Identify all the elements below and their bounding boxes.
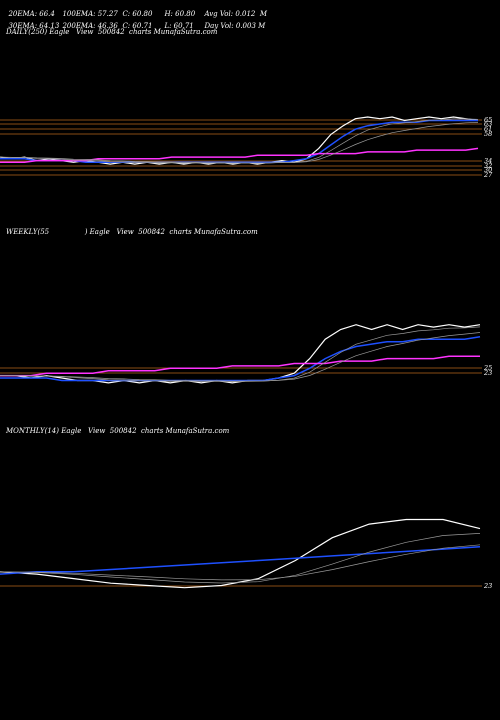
daily-level-label: 61 (484, 125, 492, 133)
header-close-2: C: 60.71 (122, 22, 153, 30)
header-200ema: 200EMA: 46.36 (62, 22, 118, 30)
weekly-level-label: 25 (483, 364, 492, 372)
header-20ema: 20EMA: 66.4 (8, 10, 55, 18)
daily-level-label: 34 (484, 157, 492, 165)
weekly-panel-title: WEEKLY(55 ) Eagle View 500842 charts Mun… (6, 228, 258, 236)
header-30ema: 30EMA: 64.13 (8, 22, 60, 30)
monthly-ema-line-1 (0, 533, 481, 584)
weekly-series-line-1 (0, 336, 481, 382)
daily-level-label: 27 (483, 171, 493, 179)
daily-level-label: 65 (484, 116, 492, 124)
daily-level-label: 32 (484, 162, 492, 170)
header-day-vol: Day Vol: 0.003 M (204, 22, 266, 30)
daily-series-line-1 (0, 119, 478, 164)
daily-level-label: 58 (484, 130, 492, 138)
header-close: C: 60.80 (122, 10, 153, 18)
weekly-series-line-2 (0, 355, 480, 377)
daily-level-label: 30 (484, 166, 492, 174)
daily-level-label: 63 (484, 120, 492, 128)
monthly-ema-line-0 (0, 544, 481, 581)
weekly-ema-line-0 (0, 332, 481, 382)
weekly-series-line-0 (0, 324, 481, 384)
header-low: L: 60.71 (164, 22, 194, 30)
monthly-series-line-0 (0, 518, 481, 589)
daily-series-line-2 (0, 147, 479, 164)
monthly-level-label: 23 (483, 582, 492, 590)
weekly-level-label: 23 (483, 369, 492, 377)
header-high: H: 60.80 (164, 10, 196, 18)
header-100ema: 100EMA: 57.27 (62, 10, 118, 18)
monthly-panel-title: MONTHLY(14) Eagle View 500842 charts Mun… (6, 427, 230, 435)
daily-ema-line-1 (0, 118, 479, 164)
weekly-ema-line-1 (0, 326, 481, 383)
header-avg-vol: Avg Vol: 0.012 M (204, 10, 267, 18)
monthly-series-line-1 (0, 546, 481, 575)
daily-panel-title: DAILY(250) Eagle View 500842 charts Muna… (6, 28, 218, 36)
